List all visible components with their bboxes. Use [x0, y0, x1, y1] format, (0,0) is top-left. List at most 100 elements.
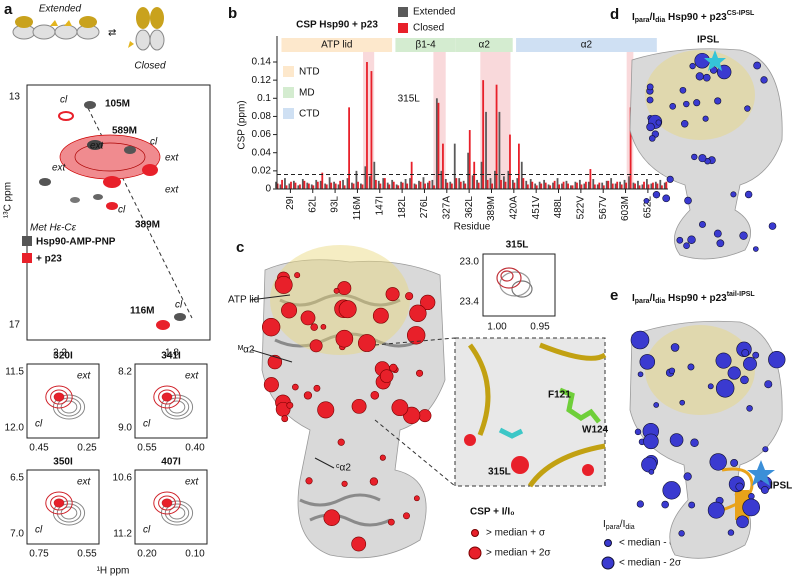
region-label: Met Hε-Cε [30, 223, 77, 234]
bar [297, 185, 300, 189]
residue-sphere [744, 190, 753, 199]
bar [467, 152, 470, 189]
residue-label: W124 [582, 425, 609, 436]
bar [654, 181, 657, 189]
panel-label: a [4, 1, 13, 18]
peak-label: 116M [130, 306, 154, 317]
x-tick-label: 652L [643, 196, 654, 219]
contours [496, 267, 533, 298]
y-tick-label: 23.4 [460, 297, 480, 308]
bar [464, 183, 467, 189]
bar [379, 183, 382, 189]
x-tick-label: 0.25 [77, 443, 97, 454]
bar [275, 181, 277, 189]
bar [400, 181, 403, 189]
residue-sphere [707, 383, 714, 390]
y-tick-label: 0.12 [252, 75, 272, 86]
bar [632, 182, 635, 189]
residue-sphere [699, 221, 706, 228]
x-tick-label: 488L [553, 196, 564, 219]
x-tick-label: 567V [598, 196, 609, 220]
inset-frame [134, 363, 208, 439]
state-tag: cl [143, 419, 151, 430]
y-tick-label: 10.6 [113, 473, 133, 484]
residue-sphere [689, 62, 696, 70]
bar [623, 179, 626, 189]
annotation: 315L [398, 94, 421, 105]
chart-title: CSP Hsp90 + p23 [296, 20, 378, 31]
bar [301, 179, 304, 189]
state-tag: cl [35, 525, 43, 536]
residue-sphere [634, 428, 642, 436]
bar [494, 170, 496, 189]
residue-sphere [668, 367, 676, 374]
bar [580, 184, 583, 189]
legend-swatch [283, 66, 294, 77]
state-tag: ext [52, 163, 67, 174]
bar [538, 181, 541, 189]
bar [433, 185, 435, 189]
residue-sphere [385, 287, 400, 302]
bar [534, 183, 537, 189]
bar [319, 180, 322, 189]
contour [168, 400, 186, 414]
legend-title: CSP + I/I₀ [470, 507, 515, 518]
bar [500, 179, 502, 189]
residue-sphere [409, 304, 427, 323]
residue-sphere [646, 83, 654, 91]
residue-sphere [305, 477, 313, 485]
legend-symbol [468, 546, 482, 560]
zoom-guide [374, 419, 456, 487]
insets: 320I 11.5 12.0 0.45 0.25 cl ext 341I 8.2 9.0 0.55 0… [5, 351, 208, 560]
bar [558, 184, 561, 189]
x-axis-label: Residue [454, 222, 491, 233]
bar [292, 180, 295, 189]
y-tick-label: 0.04 [252, 147, 272, 158]
y-tick-label: 13 [9, 92, 21, 103]
x-tick-label: 1.8 [165, 348, 179, 359]
bar [502, 176, 505, 189]
bar [477, 182, 480, 189]
bar [629, 107, 632, 189]
bar [333, 181, 335, 189]
y-axis-label: ¹³C ppm [3, 182, 14, 218]
probe-label: IPSL [697, 35, 719, 46]
bar [299, 184, 301, 189]
leader [249, 294, 291, 301]
residue-sphere [702, 115, 709, 122]
legend-label: Extended [413, 7, 455, 18]
residue-sphere [683, 472, 692, 481]
residue-sphere [709, 453, 727, 471]
residue-sphere [646, 96, 654, 104]
bar [518, 143, 520, 189]
bar [561, 183, 563, 189]
bar [486, 179, 489, 189]
bar [422, 177, 425, 189]
legend-label: < median - σ [619, 538, 676, 549]
x-tick-label: 93L [330, 196, 341, 213]
bar [491, 183, 493, 189]
cartoon: ⇄ [12, 7, 165, 51]
residue-sphere [648, 469, 655, 475]
residue-sphere [736, 515, 749, 529]
residue-sphere [679, 399, 686, 406]
residue-sphere [760, 486, 769, 494]
residue-sphere [683, 242, 690, 250]
legend-label: Closed [413, 23, 444, 34]
residue-sphere [691, 153, 698, 161]
bar [444, 179, 447, 189]
bar [395, 184, 398, 189]
bar [377, 180, 380, 189]
bar [485, 111, 487, 189]
residue-sphere [643, 433, 659, 450]
residue-sphere [739, 231, 748, 240]
contour [60, 506, 78, 520]
state-tag: cl [175, 300, 183, 311]
bar [334, 183, 337, 189]
residue-sphere [707, 501, 725, 519]
bar [495, 84, 498, 189]
bar [489, 178, 492, 189]
x-tick-label: 451V [531, 196, 542, 220]
highlight-band [433, 46, 446, 189]
